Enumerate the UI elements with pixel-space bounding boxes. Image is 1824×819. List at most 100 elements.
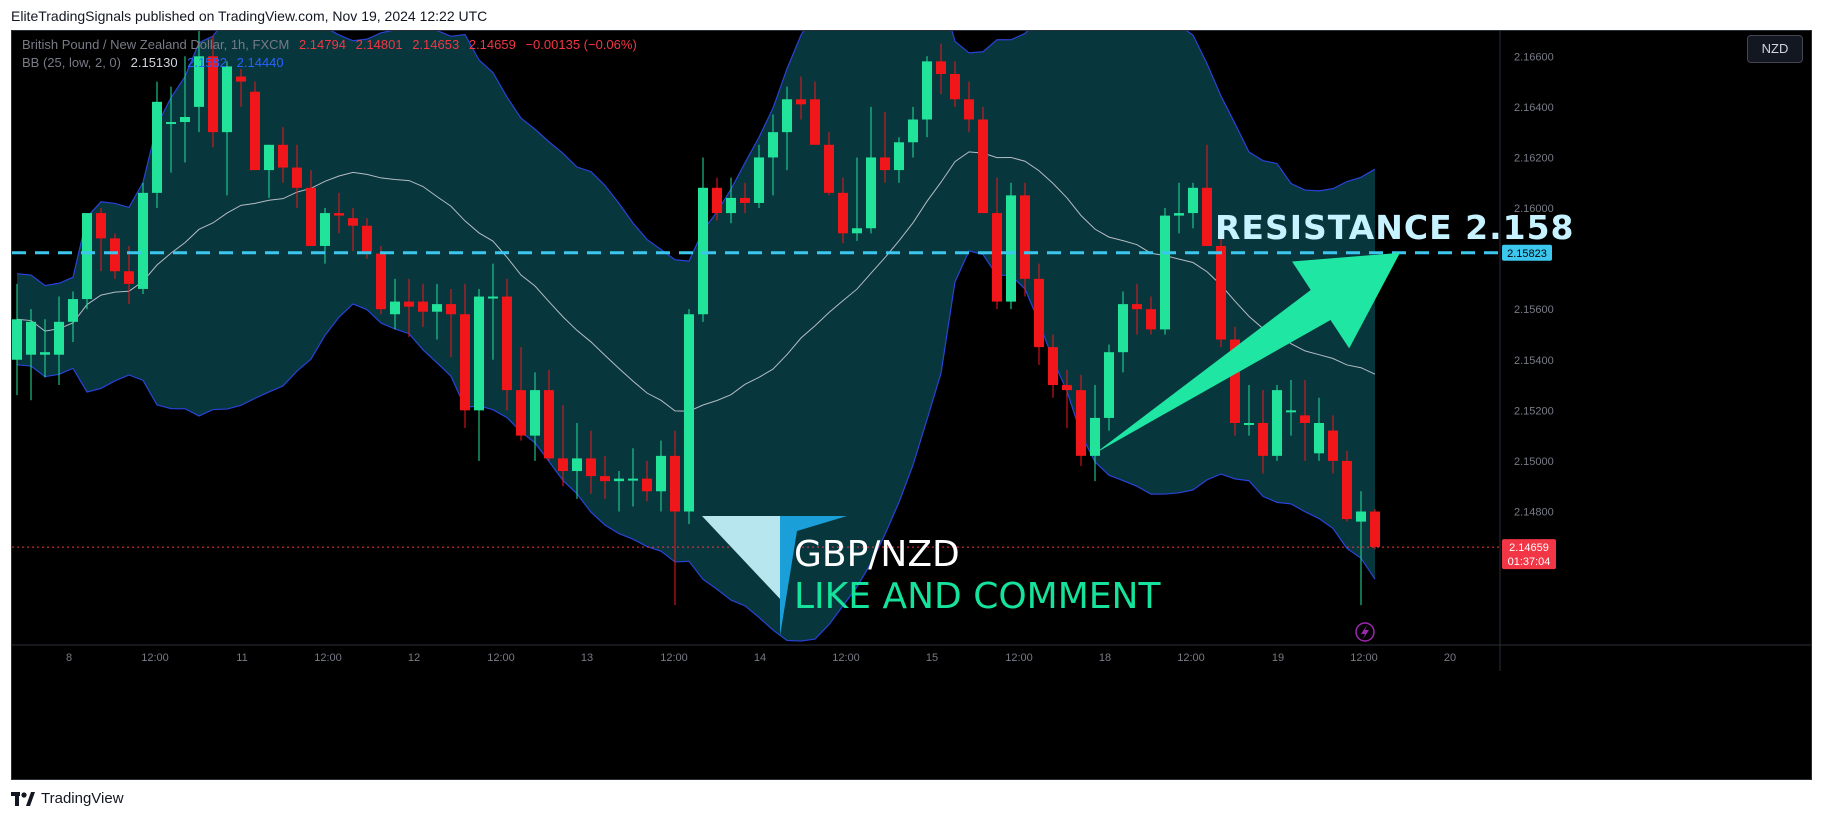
candle-body [1160, 215, 1170, 330]
candle-body [782, 99, 792, 133]
candle-body [880, 157, 890, 171]
brand-logo-icon [702, 516, 782, 601]
time-tick-label: 12:00 [141, 652, 169, 664]
candle [1188, 182, 1198, 229]
candle-body [1146, 309, 1156, 330]
candle-body [1356, 511, 1366, 522]
candle-body [754, 157, 764, 203]
candle [1076, 374, 1086, 466]
currency-button[interactable]: NZD [1747, 35, 1803, 63]
resistance-annotation: RESISTANCE 2.158 [1215, 208, 1575, 247]
candle [824, 132, 834, 196]
candle-body [1188, 187, 1198, 214]
candle [712, 177, 722, 221]
candle [796, 76, 806, 120]
candle-body [474, 296, 484, 411]
candle [488, 263, 498, 360]
candle [1300, 379, 1310, 461]
candle-body [1076, 390, 1086, 456]
alert-lightning-icon [1361, 625, 1369, 639]
time-tick-label: 12:00 [1177, 652, 1205, 664]
candle [222, 61, 232, 196]
candle-body [684, 314, 694, 512]
candle [684, 309, 694, 525]
candle [628, 448, 638, 507]
candle [166, 86, 176, 173]
candle-body [544, 390, 554, 459]
candle-body [278, 144, 288, 168]
candle [124, 245, 134, 305]
candle [1020, 182, 1030, 297]
candle [68, 291, 78, 343]
publish-caption: EliteTradingSignals published on Trading… [11, 8, 488, 24]
candle-body [586, 458, 596, 477]
candle-body [810, 99, 820, 145]
candle-body [96, 213, 106, 239]
candle-body [516, 390, 526, 436]
candle [180, 56, 190, 163]
candle [530, 372, 540, 461]
candle [152, 81, 162, 209]
candle [1286, 379, 1296, 436]
candle-body [1118, 304, 1128, 353]
candle-body [572, 458, 582, 472]
candle-body [600, 476, 610, 482]
candle-body [110, 238, 120, 272]
candle [670, 430, 680, 606]
candle [1160, 208, 1170, 335]
time-tick-label: 12:00 [314, 652, 342, 664]
candle [40, 319, 50, 378]
price-tick-label: 2.15000 [1514, 456, 1554, 468]
candle [558, 405, 568, 487]
candle [852, 157, 862, 241]
last-price-tag [1502, 539, 1556, 570]
candle [726, 177, 736, 224]
candle [600, 455, 610, 499]
candle [1048, 334, 1058, 398]
candle [768, 114, 778, 196]
candle [1356, 491, 1366, 606]
candle [740, 182, 750, 214]
candle-body [222, 66, 232, 133]
candle-body [12, 319, 22, 360]
candle-body [306, 187, 316, 246]
candle-body [992, 213, 1002, 302]
candle-body [348, 218, 358, 226]
candle-body [1244, 422, 1254, 425]
candle [810, 81, 820, 145]
time-tick-label: 8 [66, 652, 72, 664]
tradingview-wordmark: TradingView [41, 790, 124, 807]
chart-panel[interactable]: RESISTANCE 2.158 GBP/NZD LIKE AND COMMENT 2… [11, 30, 1812, 780]
candle [138, 182, 148, 295]
candle [432, 283, 442, 340]
candle-body [1272, 390, 1282, 456]
candle-body [1314, 422, 1324, 454]
price-tick-label: 2.15200 [1514, 405, 1554, 417]
candle-body [1300, 415, 1310, 423]
time-tick-label: 13 [581, 652, 593, 664]
candle-body [152, 101, 162, 193]
candle-body [1328, 430, 1338, 461]
candle-body [418, 301, 428, 312]
candle [656, 440, 666, 512]
candle-body [1202, 187, 1212, 246]
candle [278, 127, 288, 183]
candle-body [698, 187, 708, 315]
candle-body [460, 314, 470, 411]
candle-body [1034, 278, 1044, 348]
time-tick-label: 19 [1272, 652, 1284, 664]
candle-body [40, 352, 50, 355]
candle-body [1216, 245, 1226, 340]
candle [782, 86, 792, 171]
candle [1062, 369, 1072, 429]
candle [390, 278, 400, 330]
price-tick-label: 2.16200 [1514, 152, 1554, 164]
candle [516, 347, 526, 441]
candle-body [180, 116, 190, 123]
candle [908, 106, 918, 158]
candle [1328, 415, 1338, 474]
candle [866, 106, 876, 234]
candle [978, 106, 988, 214]
candle [1216, 233, 1226, 348]
